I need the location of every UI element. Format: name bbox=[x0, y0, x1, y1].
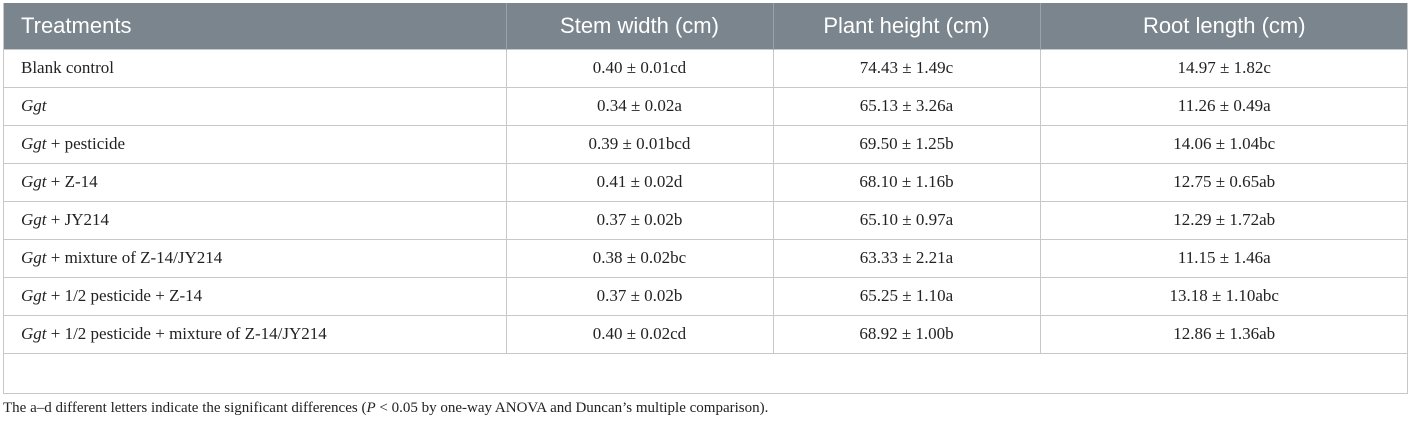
treatment-pathogen: Ggt bbox=[21, 324, 47, 343]
root-length-cell: 13.18 ± 1.10abc bbox=[1040, 276, 1408, 315]
treatment-pathogen: Ggt bbox=[21, 248, 47, 267]
plant-height-cell: 65.13 ± 3.26a bbox=[773, 86, 1041, 125]
plant-height-cell: 69.50 ± 1.25b bbox=[773, 124, 1041, 163]
treatment-text: + JY214 bbox=[46, 210, 109, 229]
root-length-cell: 12.75 ± 0.65ab bbox=[1040, 162, 1408, 201]
treatment-cell: Ggt + pesticide bbox=[3, 124, 507, 163]
stem-width-cell: 0.37 ± 0.02b bbox=[506, 200, 774, 239]
treatment-pathogen: Ggt bbox=[21, 172, 47, 191]
treatment-cell: Ggt + JY214 bbox=[3, 200, 507, 239]
header-row: Treatments Stem width (cm) Plant height … bbox=[3, 3, 1408, 49]
plant-height-cell: 65.10 ± 0.97a bbox=[773, 200, 1041, 239]
results-table: Treatments Stem width (cm) Plant height … bbox=[3, 3, 1408, 354]
table-header: Treatments Stem width (cm) Plant height … bbox=[3, 3, 1408, 49]
treatment-text: + mixture of Z-14/JY214 bbox=[46, 248, 223, 267]
treatment-text: + 1/2 pesticide + mixture of Z-14/JY214 bbox=[46, 324, 327, 343]
treatment-pathogen: Ggt bbox=[21, 96, 47, 115]
table-row: Blank control 0.40 ± 0.01cd 74.43 ± 1.49… bbox=[3, 48, 1408, 87]
table-row: Ggt + Z-14 0.41 ± 0.02d 68.10 ± 1.16b 12… bbox=[3, 162, 1408, 201]
plant-height-cell: 74.43 ± 1.49c bbox=[773, 48, 1041, 87]
treatment-pathogen: Ggt bbox=[21, 286, 47, 305]
table-row: Ggt + pesticide 0.39 ± 0.01bcd 69.50 ± 1… bbox=[3, 124, 1408, 163]
table-body: Blank control 0.40 ± 0.01cd 74.43 ± 1.49… bbox=[3, 48, 1408, 354]
treatment-pathogen: Ggt bbox=[21, 210, 47, 229]
treatment-pathogen: Ggt bbox=[21, 134, 47, 153]
table-row: Ggt + mixture of Z-14/JY214 0.38 ± 0.02b… bbox=[3, 238, 1408, 277]
treatment-cell: Ggt + Z-14 bbox=[3, 162, 507, 201]
header-stem-width: Stem width (cm) bbox=[506, 3, 774, 49]
stem-width-cell: 0.40 ± 0.01cd bbox=[506, 48, 774, 87]
treatment-cell: Ggt + 1/2 pesticide + Z-14 bbox=[3, 276, 507, 315]
root-length-cell: 12.86 ± 1.36ab bbox=[1040, 314, 1408, 354]
results-table-container: Treatments Stem width (cm) Plant height … bbox=[3, 3, 1408, 354]
table-row: Ggt + 1/2 pesticide + mixture of Z-14/JY… bbox=[3, 314, 1408, 354]
plant-height-cell: 68.92 ± 1.00b bbox=[773, 314, 1041, 354]
treatment-cell: Ggt + 1/2 pesticide + mixture of Z-14/JY… bbox=[3, 314, 507, 354]
plant-height-cell: 65.25 ± 1.10a bbox=[773, 276, 1041, 315]
footnote-text-start: The a–d different letters indicate the s… bbox=[3, 400, 367, 416]
root-length-cell: 14.97 ± 1.82c bbox=[1040, 48, 1408, 87]
table-row: Ggt + JY214 0.37 ± 0.02b 65.10 ± 0.97a 1… bbox=[3, 200, 1408, 239]
root-length-cell: 14.06 ± 1.04bc bbox=[1040, 124, 1408, 163]
plant-height-cell: 63.33 ± 2.21a bbox=[773, 238, 1041, 277]
header-root-length: Root length (cm) bbox=[1142, 12, 1306, 38]
treatment-text: Blank control bbox=[21, 58, 115, 77]
footnote-p-symbol: P bbox=[366, 400, 376, 416]
plant-height-cell: 68.10 ± 1.16b bbox=[773, 162, 1041, 201]
table-row: Ggt + 1/2 pesticide + Z-14 0.37 ± 0.02b … bbox=[3, 276, 1408, 315]
stem-width-cell: 0.37 ± 0.02b bbox=[506, 276, 774, 315]
stem-width-cell: 0.39 ± 0.01bcd bbox=[506, 124, 774, 163]
root-length-cell: 12.29 ± 1.72ab bbox=[1040, 200, 1408, 239]
treatment-cell: Blank control bbox=[3, 48, 507, 87]
stem-width-cell: 0.41 ± 0.02d bbox=[506, 162, 774, 201]
treatment-text: + 1/2 pesticide + Z-14 bbox=[46, 286, 203, 305]
stem-width-cell: 0.38 ± 0.02bc bbox=[506, 238, 774, 277]
header-treatments: Treatments bbox=[3, 3, 507, 49]
table-footnote: The a–d different letters indicate the s… bbox=[3, 400, 768, 417]
root-length-cell: 11.15 ± 1.46a bbox=[1040, 238, 1408, 277]
header-plant-height: Plant height (cm) bbox=[773, 3, 1041, 49]
treatment-cell: Ggt bbox=[3, 86, 507, 125]
treatment-text: + Z-14 bbox=[46, 172, 98, 191]
treatment-cell: Ggt + mixture of Z-14/JY214 bbox=[3, 238, 507, 277]
footnote-text-end: < 0.05 by one-way ANOVA and Duncan’s mul… bbox=[375, 400, 769, 416]
stem-width-cell: 0.34 ± 0.02a bbox=[506, 86, 774, 125]
stem-width-cell: 0.40 ± 0.02cd bbox=[506, 314, 774, 354]
table-row: Ggt 0.34 ± 0.02a 65.13 ± 3.26a 11.26 ± 0… bbox=[3, 86, 1408, 125]
treatment-text: + pesticide bbox=[46, 134, 126, 153]
root-length-cell: 11.26 ± 0.49a bbox=[1040, 86, 1408, 125]
